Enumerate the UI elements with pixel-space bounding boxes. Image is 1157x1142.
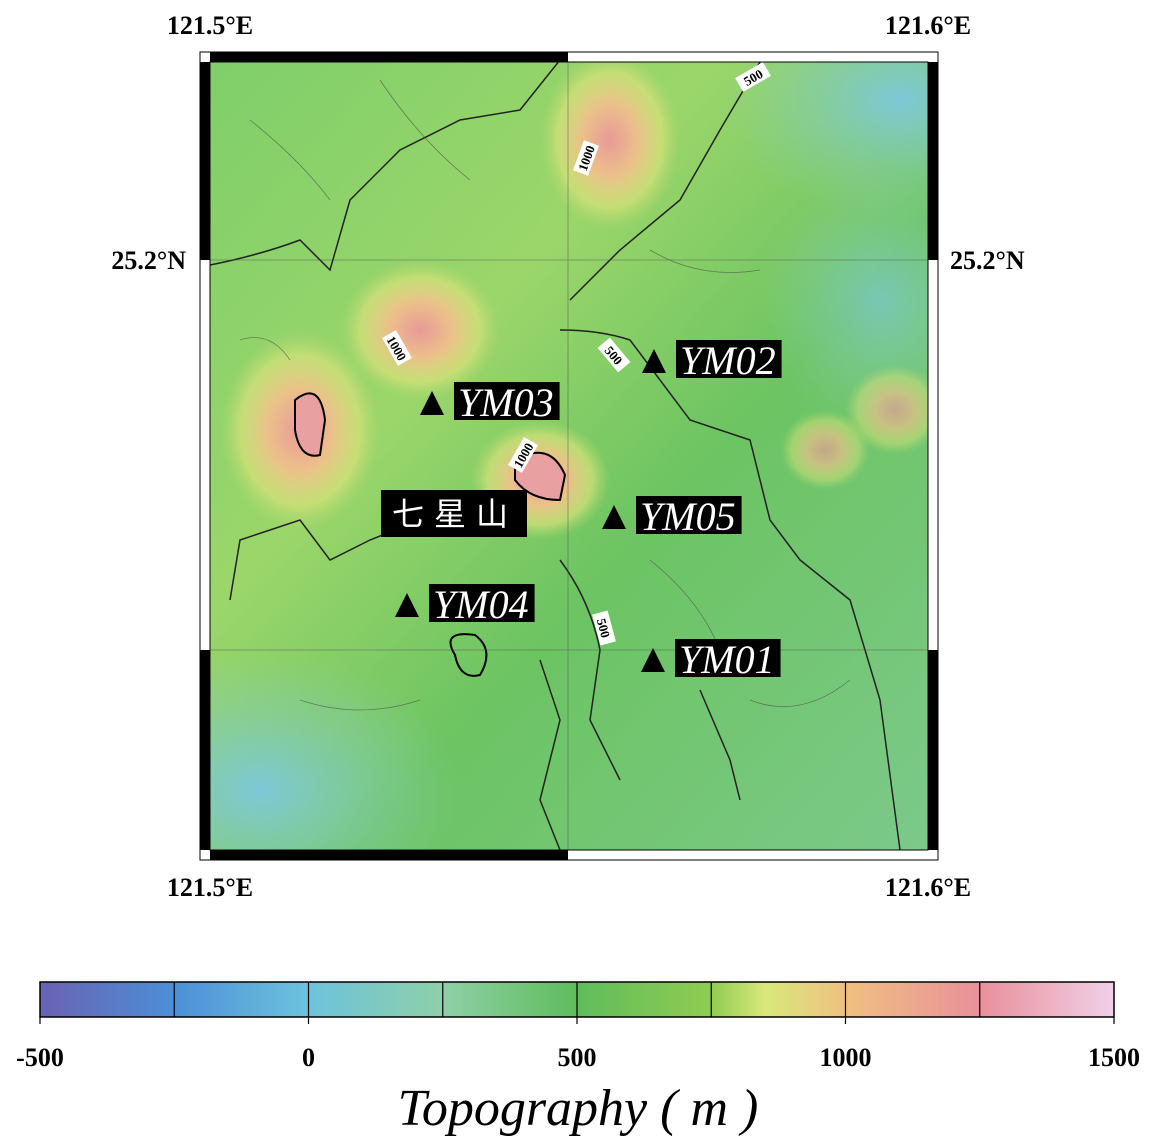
station-label: YM03 [458,380,554,425]
station-label: YM04 [433,582,529,627]
lon-label: 121.5°E [167,11,253,40]
colorbar-label: Topography ( m ) [398,1080,759,1137]
colorbar-tick-label: 500 [558,1043,597,1072]
terrain [60,0,1080,930]
lon-label: 121.5°E [167,873,253,902]
map-figure: 121.5°E 121.6°E 121.5°E 121.6°E 25.2°N 2… [0,0,1157,1142]
landmark-label: 七星山 [392,495,518,533]
colorbar-tick-label: 0 [302,1043,315,1072]
station-label: YM01 [679,637,775,682]
lon-label: 121.6°E [885,873,971,902]
lat-label: 25.2°N [950,246,1025,275]
lat-label: 25.2°N [111,246,186,275]
colorbar-tick-label: 1500 [1088,1043,1140,1072]
colorbar-tick-label: -500 [16,1043,64,1072]
lon-label: 121.6°E [885,11,971,40]
colorbar-tick-label: 1000 [820,1043,872,1072]
station-label: YM05 [640,494,736,539]
station-label: YM02 [680,338,776,383]
